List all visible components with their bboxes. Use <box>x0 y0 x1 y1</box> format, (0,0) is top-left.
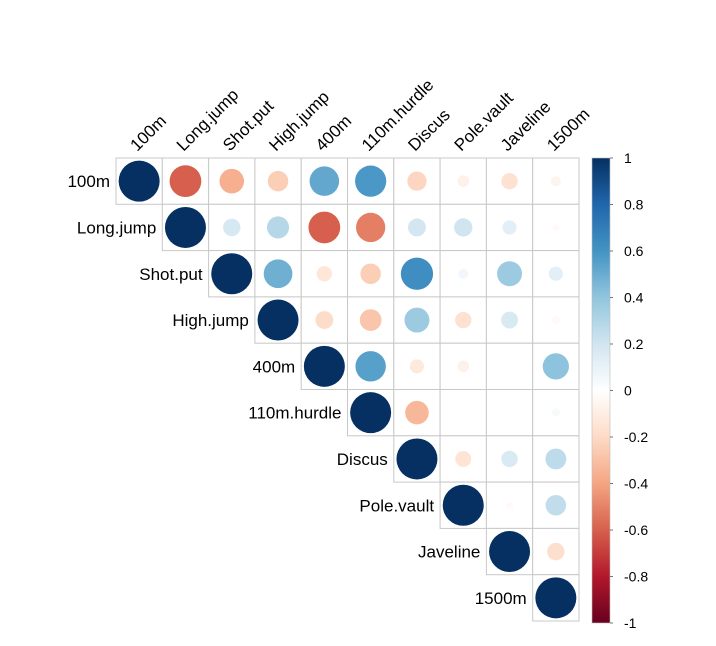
correlation-circle-110m.hurdle-1500m <box>551 408 560 417</box>
row-label: Shot.put <box>139 265 203 284</box>
correlation-circle-400m-Pole.vault <box>457 360 470 373</box>
correlation-circle-Discus-Javeline <box>501 450 518 468</box>
correlation-circle-Shot.put-Shot.put <box>211 253 253 295</box>
correlation-circle-Discus-1500m <box>545 448 567 470</box>
correlation-circle-Long.jump-Pole.vault <box>454 218 473 237</box>
correlation-circle-Shot.put-Javeline <box>497 261 523 287</box>
correlation-circle-100m-Shot.put <box>219 168 245 194</box>
row-label: 400m <box>253 357 296 376</box>
correlation-circle-Shot.put-Discus <box>400 257 434 290</box>
row-label: 1500m <box>475 589 527 608</box>
colorbar-tick-label: -1 <box>624 615 637 631</box>
correlation-circle-Long.jump-400m <box>308 211 341 244</box>
colorbar-tick-label: 0 <box>624 383 632 399</box>
correlation-circle-Long.jump-Javeline <box>502 220 517 235</box>
row-label: Javeline <box>418 543 480 562</box>
column-label: 400m <box>312 111 356 155</box>
correlation-circle-Pole.vault-Pole.vault <box>442 484 484 526</box>
colorbar-tick-label: 0.4 <box>624 290 644 306</box>
row-label: 100m <box>67 172 110 191</box>
correlation-circle-100m-Javeline <box>501 172 518 190</box>
row-label: Pole.vault <box>359 496 434 515</box>
correlation-circle-400m-400m <box>303 345 345 387</box>
correlation-circle-Discus-Discus <box>396 438 438 480</box>
correlation-circle-Shot.put-400m <box>316 266 333 282</box>
colorbar-tick-label: -0.6 <box>624 522 648 538</box>
grid-cell <box>485 389 534 437</box>
correlation-circle-High.jump-400m <box>315 311 334 329</box>
correlation-circle-100m-1500m <box>550 176 561 187</box>
correlation-circle-High.jump-Discus <box>404 307 430 333</box>
correlation-circle-100m-Pole.vault <box>457 175 470 187</box>
correlation-circle-400m-1500m <box>542 353 569 380</box>
correlation-circle-Shot.put-Pole.vault <box>458 268 469 279</box>
correlation-circle-High.jump-110m.hurdle <box>359 309 382 331</box>
colorbar-tick-label: 0.8 <box>624 197 644 213</box>
correlation-circle-Pole.vault-Javeline <box>505 501 514 509</box>
grid-cell <box>485 342 534 391</box>
correlation-circle-Long.jump-110m.hurdle <box>356 212 386 243</box>
correlation-circle-Shot.put-1500m <box>548 266 563 281</box>
colorbar-tick-label: 1 <box>624 150 632 166</box>
grid-cell <box>439 389 487 437</box>
colorbar-tick-label: 0.2 <box>624 336 644 352</box>
correlation-circle-100m-Discus <box>407 171 427 191</box>
grid-cell <box>300 250 349 298</box>
correlation-circle-Long.jump-Long.jump <box>164 206 206 248</box>
correlation-circle-100m-Long.jump <box>169 165 202 198</box>
grid-cell <box>439 157 487 205</box>
correlation-circle-100m-400m <box>309 166 340 196</box>
correlation-circle-Long.jump-Discus <box>408 218 426 237</box>
correlation-circle-Javeline-1500m <box>547 542 565 561</box>
correlation-circle-Javeline-Javeline <box>489 531 531 573</box>
correlation-circle-400m-Discus <box>409 359 425 374</box>
correlation-circle-100m-110m.hurdle <box>355 165 387 197</box>
correlation-circle-High.jump-1500m <box>551 315 560 325</box>
correlation-circle-100m-100m <box>118 160 160 202</box>
correlation-circle-Long.jump-1500m <box>552 223 560 232</box>
correlation-circle-High.jump-High.jump <box>257 299 299 341</box>
row-label: Discus <box>337 450 388 469</box>
colorbar: 1 0.8 0.6 0.4 0.2 0 -0.2 -0.4 -0.6 -0.8 -1 <box>591 150 648 631</box>
correlation-circle-Shot.put-High.jump <box>263 259 293 289</box>
row-label: Long.jump <box>77 218 156 237</box>
correlation-circle-100m-High.jump <box>267 170 289 192</box>
correlation-circle-Shot.put-110m.hurdle <box>360 263 381 284</box>
colorbar-tick-label: 0.6 <box>624 243 644 259</box>
colorbar-tick-label: -0.8 <box>624 569 648 585</box>
colorbar-tick-label: -0.2 <box>624 429 648 445</box>
row-label: High.jump <box>172 311 249 330</box>
correlation-circle-Long.jump-Shot.put <box>223 218 241 237</box>
correlation-circle-400m-110m.hurdle <box>355 351 386 382</box>
correlation-circle-High.jump-Javeline <box>501 311 519 329</box>
correlation-circle-1500m-1500m <box>535 577 577 619</box>
correlation-circle-110m.hurdle-Discus <box>405 400 429 425</box>
row-label: 110m.hurdle <box>248 404 341 423</box>
row-labels: 100m Long.jump Shot.put High.jump 400m 110m.h… <box>67 172 526 608</box>
correlation-circle-High.jump-Pole.vault <box>455 311 472 329</box>
correlation-circle-Pole.vault-1500m <box>545 495 567 516</box>
correlation-circle-Discus-Pole.vault <box>455 451 472 467</box>
circle-layer <box>118 160 577 619</box>
correlation-circle-Long.jump-High.jump <box>267 216 290 239</box>
colorbar-gradient <box>591 157 611 624</box>
colorbar-tick-label: -0.4 <box>624 476 648 492</box>
column-label: 100m <box>127 111 171 155</box>
correlation-circle-110m.hurdle-110m.hurdle <box>350 392 392 434</box>
